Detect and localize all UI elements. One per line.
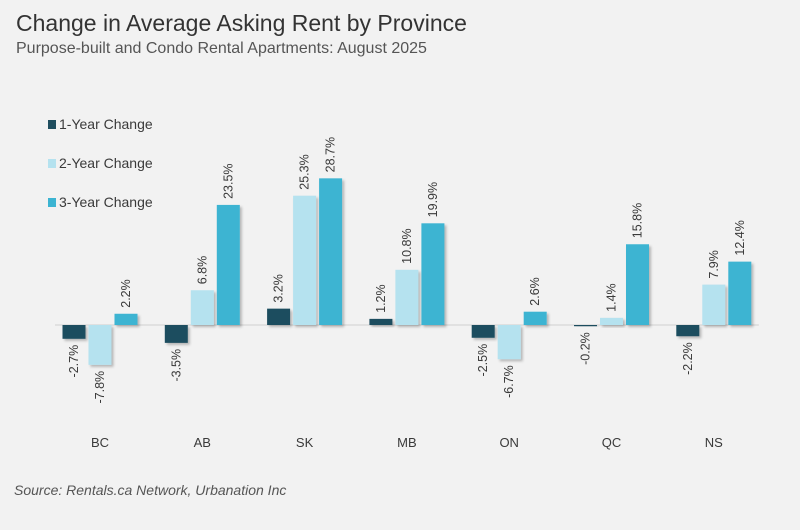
bar-qc-series-3 [626,244,649,325]
data-label: 23.5% [221,163,235,198]
category-label: MB [397,435,417,450]
category-label: AB [194,435,211,450]
bar-ab-series-2 [190,290,214,325]
bar-ns-series-1 [676,325,700,337]
legend-label-1: 1-Year Change [59,116,153,132]
data-label: 25.3% [298,154,312,189]
data-label: 1.2% [374,284,388,313]
bar-qc-series-1 [574,325,597,327]
bar-sk-series-1 [267,308,291,325]
legend-label-3: 3-Year Change [59,194,153,210]
bar-ab-series-3 [216,204,240,325]
data-label: 15.8% [631,203,645,238]
data-label: 2.2% [119,279,133,308]
data-label: -2.7% [67,345,81,378]
bar-on-series-3 [523,311,547,325]
data-label: 2.6% [528,277,542,306]
data-label: 3.2% [272,274,286,303]
bar-ns-series-3 [728,261,752,325]
bar-mb-series-3 [421,223,445,325]
bar-on-series-2 [497,325,521,360]
data-label: -3.5% [169,349,183,382]
legend-label-2: 2-Year Change [59,155,153,171]
bar-mb-series-2 [395,269,419,325]
data-label: 10.8% [400,228,414,263]
bar-on-series-1 [471,325,495,338]
data-label: 28.7% [324,137,338,172]
bar-bc-series-3 [114,313,138,325]
category-label: QC [602,435,622,450]
bar-qc-series-2 [600,317,623,325]
legend-swatch-1 [48,120,56,129]
data-label: 1.4% [605,283,619,312]
category-label: NS [705,435,723,450]
bar-sk-series-2 [293,195,317,325]
bar-bc-series-1 [62,325,86,339]
bar-ab-series-1 [164,325,188,343]
data-label: 6.8% [195,256,209,285]
chart-subtitle: Purpose-built and Condo Rental Apartment… [16,40,427,57]
data-label: -6.7% [502,365,516,398]
category-label: SK [296,435,314,450]
data-label: -2.5% [476,344,490,377]
bar-bc-series-2 [88,325,112,365]
data-label: 12.4% [733,220,747,255]
category-label: BC [91,435,109,450]
data-label: 7.9% [707,250,721,279]
bar-ns-series-2 [702,284,726,325]
data-label: -0.2% [579,332,593,365]
data-label: -7.8% [93,371,107,404]
bar-sk-series-3 [319,178,343,325]
legend-swatch-2 [48,159,56,168]
bar-mb-series-1 [369,318,393,325]
category-label: ON [499,435,519,450]
legend-swatch-3 [48,198,56,207]
data-label: -2.2% [681,342,695,375]
source-note: Source: Rentals.ca Network, Urbanation I… [14,482,287,498]
chart-title: Change in Average Asking Rent by Provinc… [16,10,467,36]
data-label: 19.9% [426,182,440,217]
